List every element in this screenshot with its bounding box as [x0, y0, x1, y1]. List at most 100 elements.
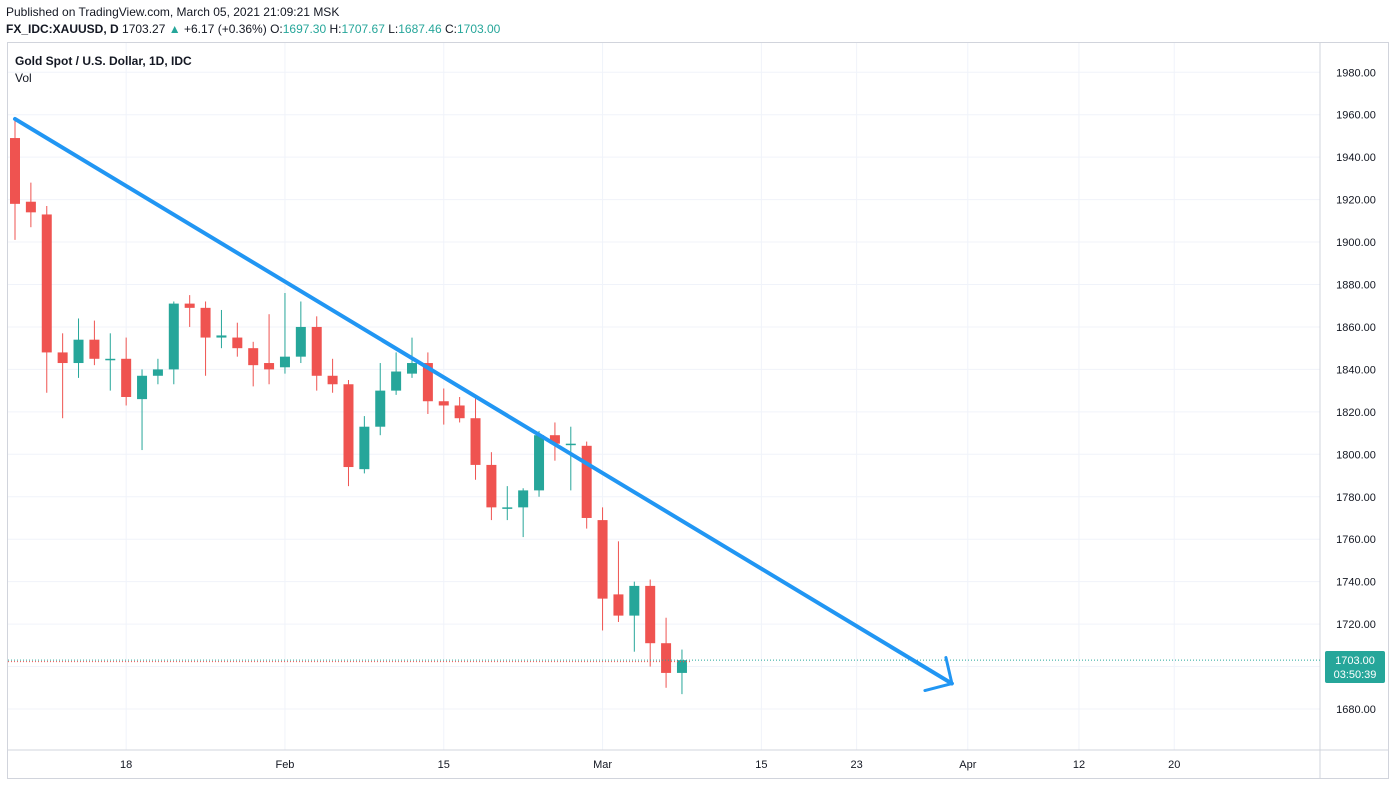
candles: [10, 118, 687, 695]
candle-body: [152, 369, 163, 376]
candle-body: [407, 363, 417, 374]
low-label: L:: [388, 22, 399, 36]
chart-frame: [7, 42, 1389, 779]
candle-body: [311, 326, 322, 376]
candle: [676, 649, 687, 695]
candle-body: [264, 363, 275, 370]
candle-body: [200, 307, 211, 338]
price-tag-countdown: 03:50:39: [1334, 669, 1377, 681]
candle: [184, 295, 195, 327]
chart-legend: Gold Spot / U.S. Dollar, 1D, IDC Vol: [15, 53, 192, 87]
price-tag-box: [1325, 651, 1385, 683]
candle-body: [470, 418, 481, 465]
legend-volume: Vol: [15, 71, 32, 85]
candle-body: [327, 375, 338, 385]
time-tick-label: 15: [438, 759, 450, 771]
candle: [216, 309, 227, 349]
candle: [57, 333, 68, 419]
price-tick-label: 1920.00: [1336, 195, 1376, 207]
price-tick-label: 1780.00: [1336, 492, 1376, 504]
candle: [645, 579, 656, 667]
trend-arrow-shaft: [13, 116, 954, 686]
published-note: Published on TradingView.com, March 05, …: [6, 5, 340, 19]
candle: [391, 352, 402, 395]
price-tick-label: 1860.00: [1336, 322, 1376, 334]
candle: [248, 341, 259, 387]
candle: [200, 301, 211, 376]
trend-arrow-head: [923, 656, 954, 693]
close-label: C:: [444, 22, 457, 36]
candle-body: [248, 348, 259, 366]
candle-body: [518, 490, 529, 508]
candle: [661, 617, 672, 688]
last-price: 1703.27: [122, 22, 166, 36]
candle-body: [57, 352, 68, 364]
candle-body: [661, 643, 672, 673]
price-tick-label: 1980.00: [1336, 67, 1376, 79]
candle: [279, 292, 290, 374]
candle: [502, 486, 513, 521]
time-tick-label: Apr: [959, 759, 976, 771]
price-tick-label: 1760.00: [1336, 534, 1376, 546]
candle: [422, 352, 433, 414]
candle-body: [565, 443, 576, 446]
candle: [518, 488, 529, 538]
symbol-label: FX_IDC:XAUUSD, D: [6, 22, 119, 36]
candle-body: [41, 214, 52, 353]
candle-body: [375, 390, 386, 427]
candle-body: [73, 339, 84, 364]
candle-body: [549, 435, 560, 444]
candle: [25, 182, 36, 228]
candle-body: [10, 138, 20, 204]
candle: [629, 581, 640, 652]
candle-body: [232, 337, 243, 349]
price-tick-label: 1740.00: [1336, 577, 1376, 589]
price-tick-label: 1680.00: [1336, 704, 1376, 716]
candle-body: [184, 303, 195, 308]
price-tick-label: 1820.00: [1336, 407, 1376, 419]
candle: [343, 380, 354, 487]
price-tick-label: 1940.00: [1336, 152, 1376, 164]
price-tick-label: 1880.00: [1336, 280, 1376, 292]
time-tick-label: 12: [1073, 759, 1085, 771]
candle-body: [279, 356, 290, 368]
candle-body: [168, 303, 179, 370]
candle-body: [343, 384, 354, 468]
candle-body: [502, 507, 513, 509]
candle-body: [629, 585, 640, 616]
candle-body: [581, 445, 592, 518]
candle-body: [454, 405, 465, 419]
price-tag-value: 1703.00: [1335, 655, 1375, 667]
candle: [597, 507, 608, 631]
ohlc-line: FX_IDC:XAUUSD, D 1703.27 ▲ +6.17 (+0.36%…: [6, 21, 500, 37]
low-value: 1687.46: [398, 22, 442, 36]
candle: [311, 316, 322, 391]
open-label: O:: [270, 22, 283, 36]
candle-body: [25, 201, 36, 213]
candle: [137, 369, 148, 451]
price-tick-label: 1900.00: [1336, 237, 1376, 249]
trend-arrow: [13, 116, 954, 693]
candle-body: [121, 358, 132, 397]
candle: [486, 452, 497, 521]
open-value: 1697.30: [282, 22, 327, 36]
candle: [454, 396, 465, 423]
candle-body: [676, 660, 687, 673]
candle-body: [391, 371, 402, 391]
time-tick-label: Feb: [275, 759, 294, 771]
candle: [121, 337, 132, 406]
candle: [152, 358, 163, 385]
candle-body: [534, 435, 545, 491]
time-axis: 18 Feb 15 Mar 15 23 Apr 12 20: [120, 759, 1180, 771]
candle: [105, 333, 116, 391]
candle: [168, 301, 179, 385]
candle: [375, 363, 386, 436]
candle-body: [105, 358, 116, 361]
time-tick-label: 23: [851, 759, 863, 771]
time-tick-label: 20: [1168, 759, 1180, 771]
candle-body: [438, 401, 449, 406]
candle: [264, 314, 275, 385]
candle-body: [216, 335, 227, 338]
candle: [534, 430, 545, 497]
